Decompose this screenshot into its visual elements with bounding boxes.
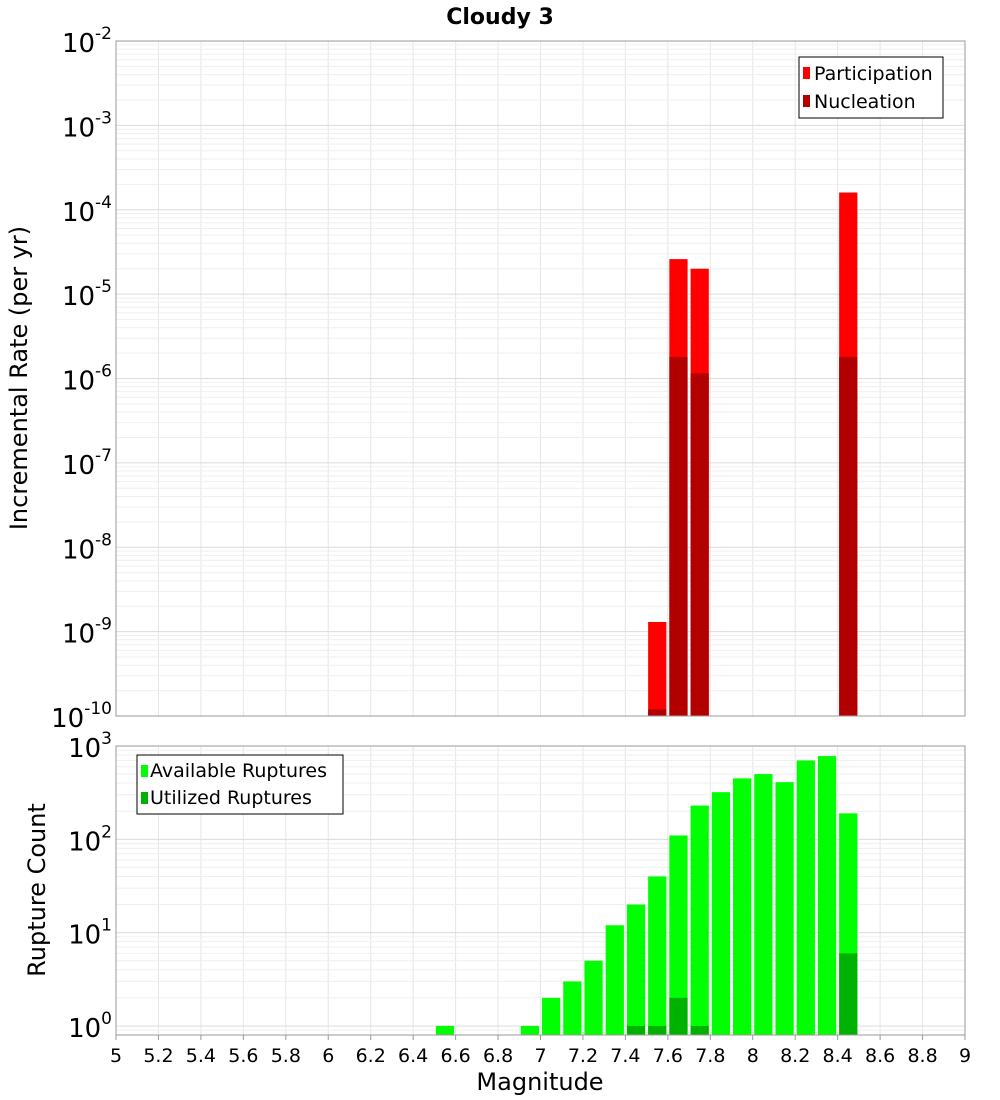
legend-label-utilized: Utilized Ruptures bbox=[150, 787, 312, 809]
count-legend-box bbox=[136, 754, 344, 815]
rate-y-tick-label: 10-9 bbox=[62, 615, 112, 650]
rate-bar-nucleation bbox=[690, 373, 709, 716]
count-bar-available-ruptures bbox=[669, 835, 688, 1035]
x-axis-label: Magnitude bbox=[476, 1068, 603, 1096]
x-tick-label: 8 bbox=[747, 1045, 759, 1067]
rate-y-tick-label: 10-4 bbox=[62, 193, 112, 228]
count-bar-available-ruptures bbox=[796, 760, 815, 1035]
x-tick-label: 7.6 bbox=[653, 1045, 683, 1067]
x-tick-label: 7.8 bbox=[695, 1045, 725, 1067]
count-y-tick-label: 100 bbox=[68, 1009, 112, 1044]
count-bar-available-ruptures bbox=[520, 1025, 539, 1035]
rate-y-tick-label: 10-7 bbox=[62, 446, 112, 481]
x-tick-label: 5.4 bbox=[186, 1045, 216, 1067]
rate-y-tick-label: 10-8 bbox=[62, 530, 112, 565]
count-bar-utilized-ruptures bbox=[839, 953, 858, 1035]
count-bar-available-ruptures bbox=[733, 778, 752, 1035]
count-bar-available-ruptures bbox=[648, 876, 667, 1035]
chart-title: Cloudy 3 bbox=[446, 5, 554, 30]
x-tick-label: 9 bbox=[959, 1045, 971, 1067]
rate-bar-participation bbox=[648, 622, 667, 716]
x-tick-label: 7.2 bbox=[568, 1045, 598, 1067]
x-tick-label: 8.2 bbox=[780, 1045, 810, 1067]
rate-plot-frame bbox=[115, 40, 966, 717]
legend-label-nucleation: Nucleation bbox=[814, 91, 916, 113]
x-tick-label: 5.8 bbox=[271, 1045, 301, 1067]
rate-y-tick-label: 10-5 bbox=[62, 277, 112, 312]
rate-legend: Participation Nucleation bbox=[798, 56, 944, 119]
rate-y-tick-label: 10-2 bbox=[62, 24, 112, 59]
rate-y-axis-label: Incremental Rate (per yr) bbox=[5, 226, 33, 530]
x-tick-label: 8.8 bbox=[907, 1045, 937, 1067]
count-bar-available-ruptures bbox=[775, 782, 794, 1035]
rate-panel: 10-210-310-410-510-610-710-810-910-10 In… bbox=[5, 24, 966, 734]
x-tick-label: 6.2 bbox=[356, 1045, 386, 1067]
count-y-axis-label: Rupture Count bbox=[23, 803, 51, 977]
x-tick-label: 6.6 bbox=[440, 1045, 470, 1067]
rate-y-tick-label: 10-6 bbox=[62, 362, 112, 397]
x-tick-label: 5.6 bbox=[228, 1045, 258, 1067]
x-tick-label: 6.4 bbox=[398, 1045, 428, 1067]
count-bar-utilized-ruptures bbox=[626, 1025, 646, 1035]
x-tick-label: 6 bbox=[322, 1045, 334, 1067]
count-y-tick-label: 103 bbox=[68, 729, 112, 764]
x-tick-label: 6.8 bbox=[483, 1045, 513, 1067]
x-tick-label: 7 bbox=[534, 1045, 546, 1067]
legend-swatch-available bbox=[141, 765, 148, 777]
count-bar-available-ruptures bbox=[690, 805, 709, 1035]
rate-legend-box bbox=[798, 56, 944, 119]
legend-label-available: Available Ruptures bbox=[150, 760, 327, 782]
count-bar-available-ruptures bbox=[542, 997, 561, 1035]
rate-bar-nucleation bbox=[839, 356, 858, 716]
x-tick-label: 5 bbox=[110, 1045, 122, 1067]
rate-bar-nucleation bbox=[669, 356, 688, 716]
count-legend: Available Ruptures Utilized Ruptures bbox=[136, 754, 344, 815]
x-tick-label: 8.6 bbox=[865, 1045, 895, 1067]
count-bar-available-ruptures bbox=[817, 756, 837, 1035]
count-bar-available-ruptures bbox=[754, 774, 773, 1035]
count-bar-available-ruptures bbox=[563, 981, 582, 1035]
count-bar-available-ruptures bbox=[584, 960, 603, 1035]
count-panel: 103 102 101 100 5 5.2 5.4 5.6 5.8 6 6.2 6.4 6.6 6.8 7… bbox=[23, 729, 971, 1096]
legend-swatch-nucleation bbox=[803, 95, 810, 107]
legend-label-participation: Participation bbox=[814, 63, 933, 85]
count-bar-utilized-ruptures bbox=[669, 997, 688, 1035]
count-bar-available-ruptures bbox=[435, 1025, 455, 1035]
rate-bar-nucleation bbox=[648, 709, 667, 716]
x-tick-label: 8.4 bbox=[823, 1045, 853, 1067]
count-bar-available-ruptures bbox=[605, 925, 624, 1035]
count-y-tick-label: 101 bbox=[68, 916, 112, 951]
count-y-tick-label: 102 bbox=[68, 822, 112, 857]
x-tick-label: 7.4 bbox=[610, 1045, 640, 1067]
count-bar-utilized-ruptures bbox=[690, 1025, 709, 1035]
legend-swatch-utilized bbox=[141, 792, 148, 804]
x-tick-label: 5.2 bbox=[143, 1045, 173, 1067]
count-bar-available-ruptures bbox=[626, 904, 646, 1035]
legend-swatch-participation bbox=[803, 67, 810, 79]
count-bar-utilized-ruptures bbox=[648, 1025, 667, 1035]
count-bar-available-ruptures bbox=[711, 792, 731, 1035]
rate-y-tick-label: 10-3 bbox=[62, 108, 112, 143]
